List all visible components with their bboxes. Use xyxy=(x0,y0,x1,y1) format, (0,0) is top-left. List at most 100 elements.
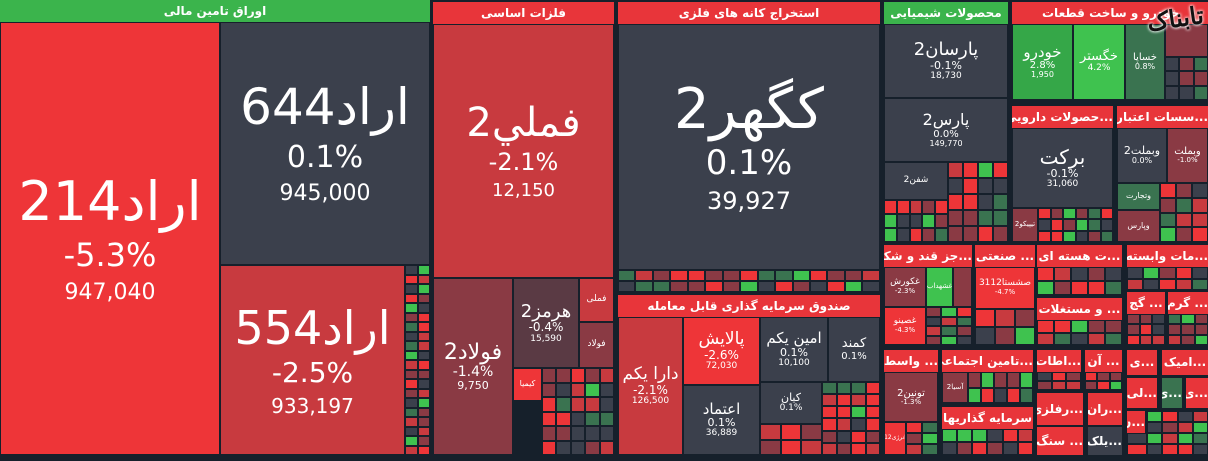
small-tile[interactable] xyxy=(542,440,557,455)
tile-pars2[interactable]: پارس2 0.0% 149,770 xyxy=(884,98,1008,162)
small-tile[interactable] xyxy=(956,307,972,317)
small-tile[interactable] xyxy=(978,194,993,210)
small-tile[interactable] xyxy=(1176,212,1192,228)
sector-header[interactable]: ...جز قند و شکر xyxy=(884,245,972,267)
sector-header[interactable]: اوراق تامین مالی xyxy=(0,0,430,22)
small-tile[interactable] xyxy=(1037,267,1054,281)
small-tile[interactable] xyxy=(801,439,822,455)
small-tile[interactable] xyxy=(1020,387,1033,403)
small-tile[interactable] xyxy=(948,162,963,178)
small-tile[interactable] xyxy=(1175,278,1192,290)
tile-ghshahdab[interactable]: غشهداب xyxy=(926,267,953,307)
tile-shafan2[interactable]: شفن2 xyxy=(884,162,948,200)
small-tile[interactable] xyxy=(1017,442,1033,455)
small-tile[interactable] xyxy=(957,429,973,442)
small-tile[interactable] xyxy=(556,397,571,412)
small-tile[interactable] xyxy=(1088,208,1101,220)
small-tile[interactable] xyxy=(417,274,430,284)
small-tile[interactable] xyxy=(652,270,671,281)
sector-header[interactable]: ...تامین اجتماعی xyxy=(942,350,1033,372)
small-tile[interactable] xyxy=(792,270,810,281)
small-tile[interactable] xyxy=(1192,444,1208,455)
small-tile[interactable] xyxy=(760,439,781,455)
small-tile[interactable] xyxy=(1192,422,1208,433)
small-tile[interactable] xyxy=(1191,278,1208,290)
tile-arad554[interactable]: اراد554 -2.5% 933,197 xyxy=(220,265,405,455)
small-tile[interactable] xyxy=(1038,230,1051,242)
small-tile[interactable] xyxy=(1051,381,1067,390)
sector-header[interactable]: ... گج xyxy=(1127,292,1165,314)
small-tile[interactable] xyxy=(405,284,418,294)
small-tile[interactable] xyxy=(417,398,430,408)
small-tile[interactable] xyxy=(1194,324,1208,335)
small-tile[interactable] xyxy=(851,430,866,443)
small-tile[interactable] xyxy=(1168,314,1182,325)
small-tile[interactable] xyxy=(865,418,880,431)
small-tile[interactable] xyxy=(822,418,837,431)
small-tile[interactable] xyxy=(1017,429,1033,442)
small-tile[interactable] xyxy=(922,422,938,433)
small-tile[interactable] xyxy=(618,281,636,292)
small-tile[interactable] xyxy=(722,270,741,281)
small-tile[interactable] xyxy=(851,418,866,431)
small-tile[interactable] xyxy=(1015,327,1035,345)
small-tile[interactable] xyxy=(948,226,963,242)
small-tile[interactable] xyxy=(1193,71,1208,86)
small-tile[interactable] xyxy=(975,309,995,327)
sector-header[interactable]: استخراج کانه های فلزی xyxy=(618,2,880,24)
sector-header[interactable]: ...لی xyxy=(1127,378,1157,408)
small-tile[interactable] xyxy=(1071,281,1088,295)
sector-header[interactable]: ...اطات xyxy=(1037,350,1081,372)
small-tile[interactable] xyxy=(1165,57,1180,72)
small-tile[interactable] xyxy=(1071,320,1088,333)
sector-header[interactable]: محصولات شیمیایی xyxy=(884,2,1008,24)
small-tile[interactable] xyxy=(556,426,571,441)
tile-sheshsta[interactable]: صشستا3112 -4.7% xyxy=(975,267,1035,309)
small-tile[interactable] xyxy=(542,426,557,441)
small-tile[interactable] xyxy=(865,430,880,443)
small-tile[interactable] xyxy=(417,303,430,313)
small-tile[interactable] xyxy=(1050,230,1063,242)
small-tile[interactable] xyxy=(1181,334,1195,345)
small-tile[interactable] xyxy=(1160,197,1176,213)
small-tile[interactable] xyxy=(1192,411,1208,422)
small-tile[interactable] xyxy=(1088,281,1105,295)
small-tile[interactable] xyxy=(405,293,418,303)
small-tile[interactable] xyxy=(1037,381,1052,390)
small-tile[interactable] xyxy=(556,382,571,397)
small-tile[interactable] xyxy=(1159,267,1176,279)
small-tile[interactable] xyxy=(972,442,988,455)
sector-header[interactable]: ...امیک xyxy=(1162,350,1208,375)
tile-sugar-other[interactable] xyxy=(953,267,972,307)
small-tile[interactable] xyxy=(542,368,557,383)
small-tile[interactable] xyxy=(1193,57,1208,72)
small-tile[interactable] xyxy=(417,341,430,351)
small-tile[interactable] xyxy=(1109,372,1122,381)
small-tile[interactable] xyxy=(1127,324,1140,335)
small-tile[interactable] xyxy=(1147,422,1163,433)
small-tile[interactable] xyxy=(1088,219,1101,231)
small-tile[interactable] xyxy=(884,214,897,228)
small-tile[interactable] xyxy=(1020,372,1033,388)
small-tile[interactable] xyxy=(1054,320,1071,333)
small-tile[interactable] xyxy=(1127,267,1144,279)
small-tile[interactable] xyxy=(740,270,758,281)
small-tile[interactable] xyxy=(405,426,418,436)
small-tile[interactable] xyxy=(1139,334,1153,345)
small-tile[interactable] xyxy=(542,397,557,412)
small-tile[interactable] xyxy=(417,331,430,341)
small-tile[interactable] xyxy=(1152,334,1165,345)
small-tile[interactable] xyxy=(405,388,418,398)
sector-header[interactable]: ... صنعتی xyxy=(975,245,1035,267)
small-tile[interactable] xyxy=(1071,332,1088,345)
sector-header[interactable]: ...ران xyxy=(1088,393,1122,425)
small-tile[interactable] xyxy=(993,162,1008,178)
small-tile[interactable] xyxy=(780,424,802,440)
small-tile[interactable] xyxy=(972,429,988,442)
small-tile[interactable] xyxy=(978,226,993,242)
tile-khodro[interactable]: خودرو 2.8% 1,950 xyxy=(1012,24,1073,100)
small-tile[interactable] xyxy=(1175,267,1192,279)
small-tile[interactable] xyxy=(780,439,802,455)
sector-header[interactable]: ... و مستغلات xyxy=(1037,298,1122,320)
small-tile[interactable] xyxy=(906,422,922,433)
